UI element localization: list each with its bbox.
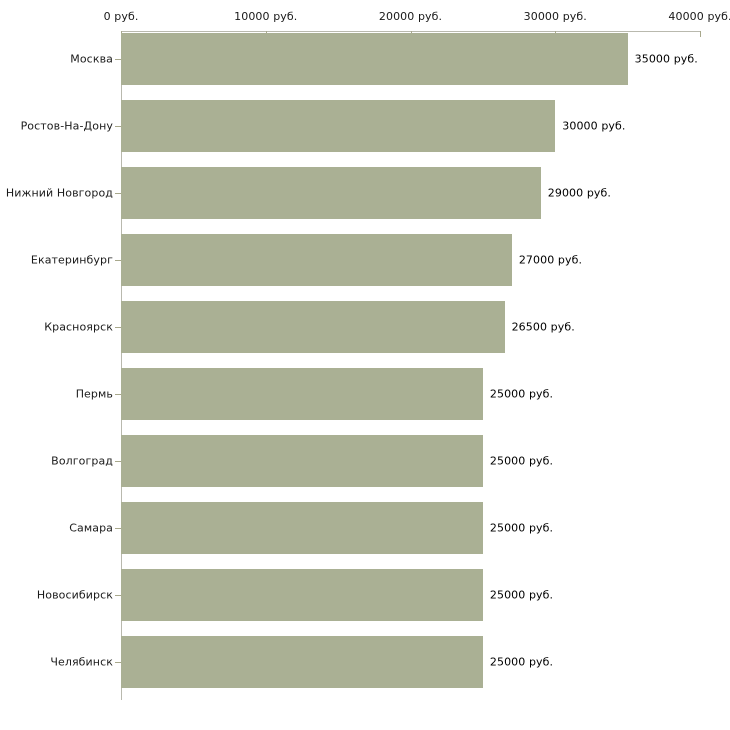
y-axis-tick: [115, 394, 121, 395]
bar[interactable]: [121, 435, 483, 487]
bar[interactable]: [121, 636, 483, 688]
bar[interactable]: [121, 33, 628, 85]
y-axis-tick: [115, 126, 121, 127]
y-axis-category-label: Волгоград: [51, 454, 113, 468]
bar[interactable]: [121, 368, 483, 420]
bar-value-label: 25000 руб.: [489, 521, 554, 535]
y-axis-tick: [115, 59, 121, 60]
x-axis-tick-label: 30000 руб.: [523, 10, 587, 23]
bar[interactable]: [121, 234, 512, 286]
y-axis-tick: [115, 193, 121, 194]
y-axis-category-label: Челябинск: [50, 655, 113, 669]
y-axis-line: [121, 31, 122, 700]
bar-value-label: 29000 руб.: [547, 186, 612, 200]
y-axis-tick: [115, 461, 121, 462]
bar[interactable]: [121, 502, 483, 554]
bar-value-label: 26500 руб.: [511, 320, 575, 334]
x-axis-tick-label: 20000 руб.: [378, 10, 443, 23]
y-axis-tick: [115, 662, 121, 663]
y-axis-tick: [115, 260, 121, 261]
bar-value-label: 27000 руб.: [518, 253, 583, 267]
y-axis-category-label: Екатеринбург: [30, 253, 113, 267]
x-axis-tick: [700, 31, 701, 37]
x-axis-tick-label: 10000 руб.: [234, 10, 298, 23]
bar[interactable]: [121, 301, 505, 353]
y-axis-category-label: Самара: [69, 521, 113, 535]
y-axis-category-label: Новосибирск: [36, 588, 113, 602]
bar-value-label: 30000 руб.: [562, 119, 626, 133]
bar-value-label: 35000 руб.: [634, 52, 698, 66]
y-axis-category-label: Нижний Новгород: [5, 186, 113, 200]
bar-value-label: 25000 руб.: [489, 454, 554, 468]
bar[interactable]: [121, 569, 483, 621]
x-axis-tick-label: 0 руб.: [103, 10, 139, 23]
bar-value-label: 25000 руб.: [489, 588, 554, 602]
bar[interactable]: [121, 100, 556, 152]
bar[interactable]: [121, 167, 541, 219]
y-axis-tick: [115, 327, 121, 328]
x-axis-tick-label: 40000 руб.: [668, 10, 730, 23]
y-axis-category-label: Красноярск: [44, 320, 113, 334]
y-axis-category-label: Пермь: [75, 387, 113, 401]
y-axis-tick: [115, 595, 121, 596]
y-axis-category-label: Ростов-На-Дону: [20, 119, 113, 133]
bar-value-label: 25000 руб.: [489, 655, 554, 669]
y-axis-tick: [115, 528, 121, 529]
bar-value-label: 25000 руб.: [489, 387, 554, 401]
y-axis-category-label: Москва: [70, 52, 113, 66]
